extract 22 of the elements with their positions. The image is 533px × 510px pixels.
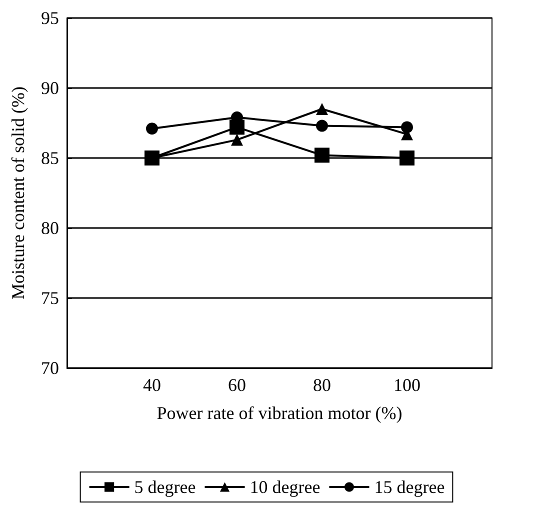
y-axis-title: Moisture content of solid (%) (8, 86, 28, 300)
legend-label: 5 degree (134, 477, 196, 497)
x-tick-label: 100 (394, 375, 420, 395)
y-tick-label: 90 (41, 78, 59, 98)
point (316, 120, 328, 132)
y-tick-label: 85 (41, 148, 59, 168)
y-tick-label: 95 (41, 8, 59, 28)
point (401, 121, 413, 134)
point (314, 148, 330, 163)
point (146, 122, 158, 135)
legend-label: 15 degree (374, 477, 445, 497)
point (316, 103, 328, 115)
x-tick-label: 60 (228, 375, 246, 395)
legend-label: 10 degree (250, 477, 320, 497)
y-tick-label: 80 (41, 218, 59, 238)
y-tick-label: 70 (41, 358, 59, 378)
x-tick-label: 40 (143, 375, 161, 395)
x-tick-label: 80 (313, 375, 331, 395)
point (400, 150, 414, 166)
y-tick-label: 75 (41, 288, 59, 308)
point (231, 134, 243, 146)
x-axis-title: Power rate of vibration motor (%) (156, 403, 402, 423)
